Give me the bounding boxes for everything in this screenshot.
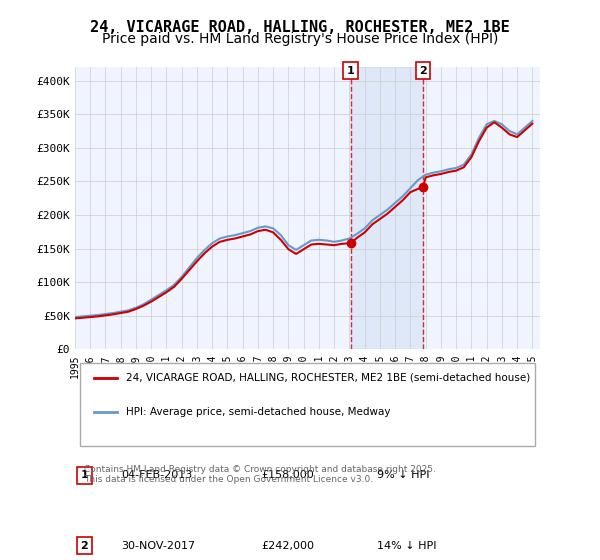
Text: £158,000: £158,000 bbox=[261, 470, 314, 480]
Text: HPI: Average price, semi-detached house, Medway: HPI: Average price, semi-detached house,… bbox=[126, 407, 391, 417]
Text: £242,000: £242,000 bbox=[261, 541, 314, 550]
Text: 24, VICARAGE ROAD, HALLING, ROCHESTER, ME2 1BE (semi-detached house): 24, VICARAGE ROAD, HALLING, ROCHESTER, M… bbox=[126, 372, 530, 382]
FancyBboxPatch shape bbox=[80, 363, 535, 446]
Text: 1: 1 bbox=[347, 66, 355, 76]
Text: Contains HM Land Registry data © Crown copyright and database right 2025.
This d: Contains HM Land Registry data © Crown c… bbox=[84, 465, 436, 484]
Text: 9% ↓ HPI: 9% ↓ HPI bbox=[377, 470, 430, 480]
Text: 2: 2 bbox=[419, 66, 427, 76]
Text: 14% ↓ HPI: 14% ↓ HPI bbox=[377, 541, 437, 550]
Text: 2: 2 bbox=[80, 541, 88, 550]
Text: 1: 1 bbox=[80, 470, 88, 480]
Text: 04-FEB-2013: 04-FEB-2013 bbox=[121, 470, 193, 480]
Bar bbox=[350, 67, 423, 349]
Text: 30-NOV-2017: 30-NOV-2017 bbox=[121, 541, 196, 550]
Text: Price paid vs. HM Land Registry's House Price Index (HPI): Price paid vs. HM Land Registry's House … bbox=[102, 32, 498, 46]
Text: 24, VICARAGE ROAD, HALLING, ROCHESTER, ME2 1BE: 24, VICARAGE ROAD, HALLING, ROCHESTER, M… bbox=[90, 20, 510, 35]
